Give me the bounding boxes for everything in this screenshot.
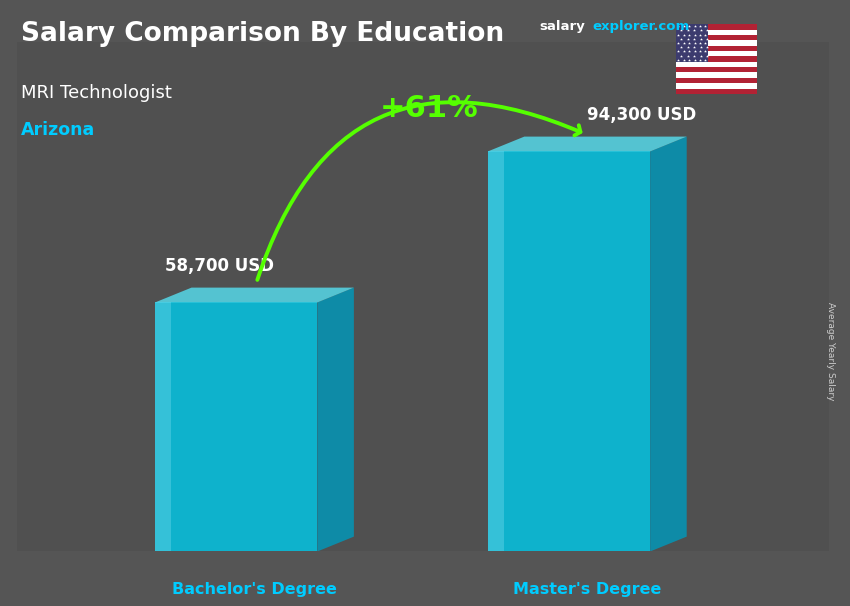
- Text: Salary Comparison By Education: Salary Comparison By Education: [21, 21, 504, 47]
- Bar: [676, 73, 756, 78]
- Bar: [676, 35, 756, 41]
- Bar: [676, 45, 756, 51]
- Text: +61%: +61%: [380, 94, 479, 122]
- Text: 58,700 USD: 58,700 USD: [166, 257, 275, 275]
- Polygon shape: [488, 152, 650, 551]
- Text: MRI Technologist: MRI Technologist: [21, 84, 172, 102]
- Bar: [676, 41, 756, 45]
- Polygon shape: [155, 302, 317, 551]
- Polygon shape: [488, 136, 687, 152]
- Text: explorer.com: explorer.com: [592, 20, 689, 33]
- Bar: [676, 24, 756, 30]
- Bar: [676, 30, 756, 35]
- Text: Arizona: Arizona: [21, 121, 95, 139]
- Polygon shape: [155, 302, 171, 551]
- Bar: [676, 56, 756, 62]
- Text: Master's Degree: Master's Degree: [513, 582, 661, 597]
- Bar: [676, 67, 756, 73]
- Bar: [676, 83, 756, 88]
- Bar: [676, 88, 756, 94]
- Polygon shape: [155, 288, 354, 302]
- Bar: [676, 51, 756, 56]
- Text: salary: salary: [540, 20, 586, 33]
- Bar: [676, 62, 756, 67]
- Bar: [676, 24, 708, 62]
- Bar: [676, 78, 756, 83]
- Polygon shape: [317, 288, 354, 551]
- Polygon shape: [488, 152, 504, 551]
- Text: 94,300 USD: 94,300 USD: [587, 106, 697, 124]
- Polygon shape: [650, 136, 687, 551]
- Text: Bachelor's Degree: Bachelor's Degree: [172, 582, 337, 597]
- Text: Average Yearly Salary: Average Yearly Salary: [825, 302, 835, 401]
- Polygon shape: [17, 0, 829, 551]
